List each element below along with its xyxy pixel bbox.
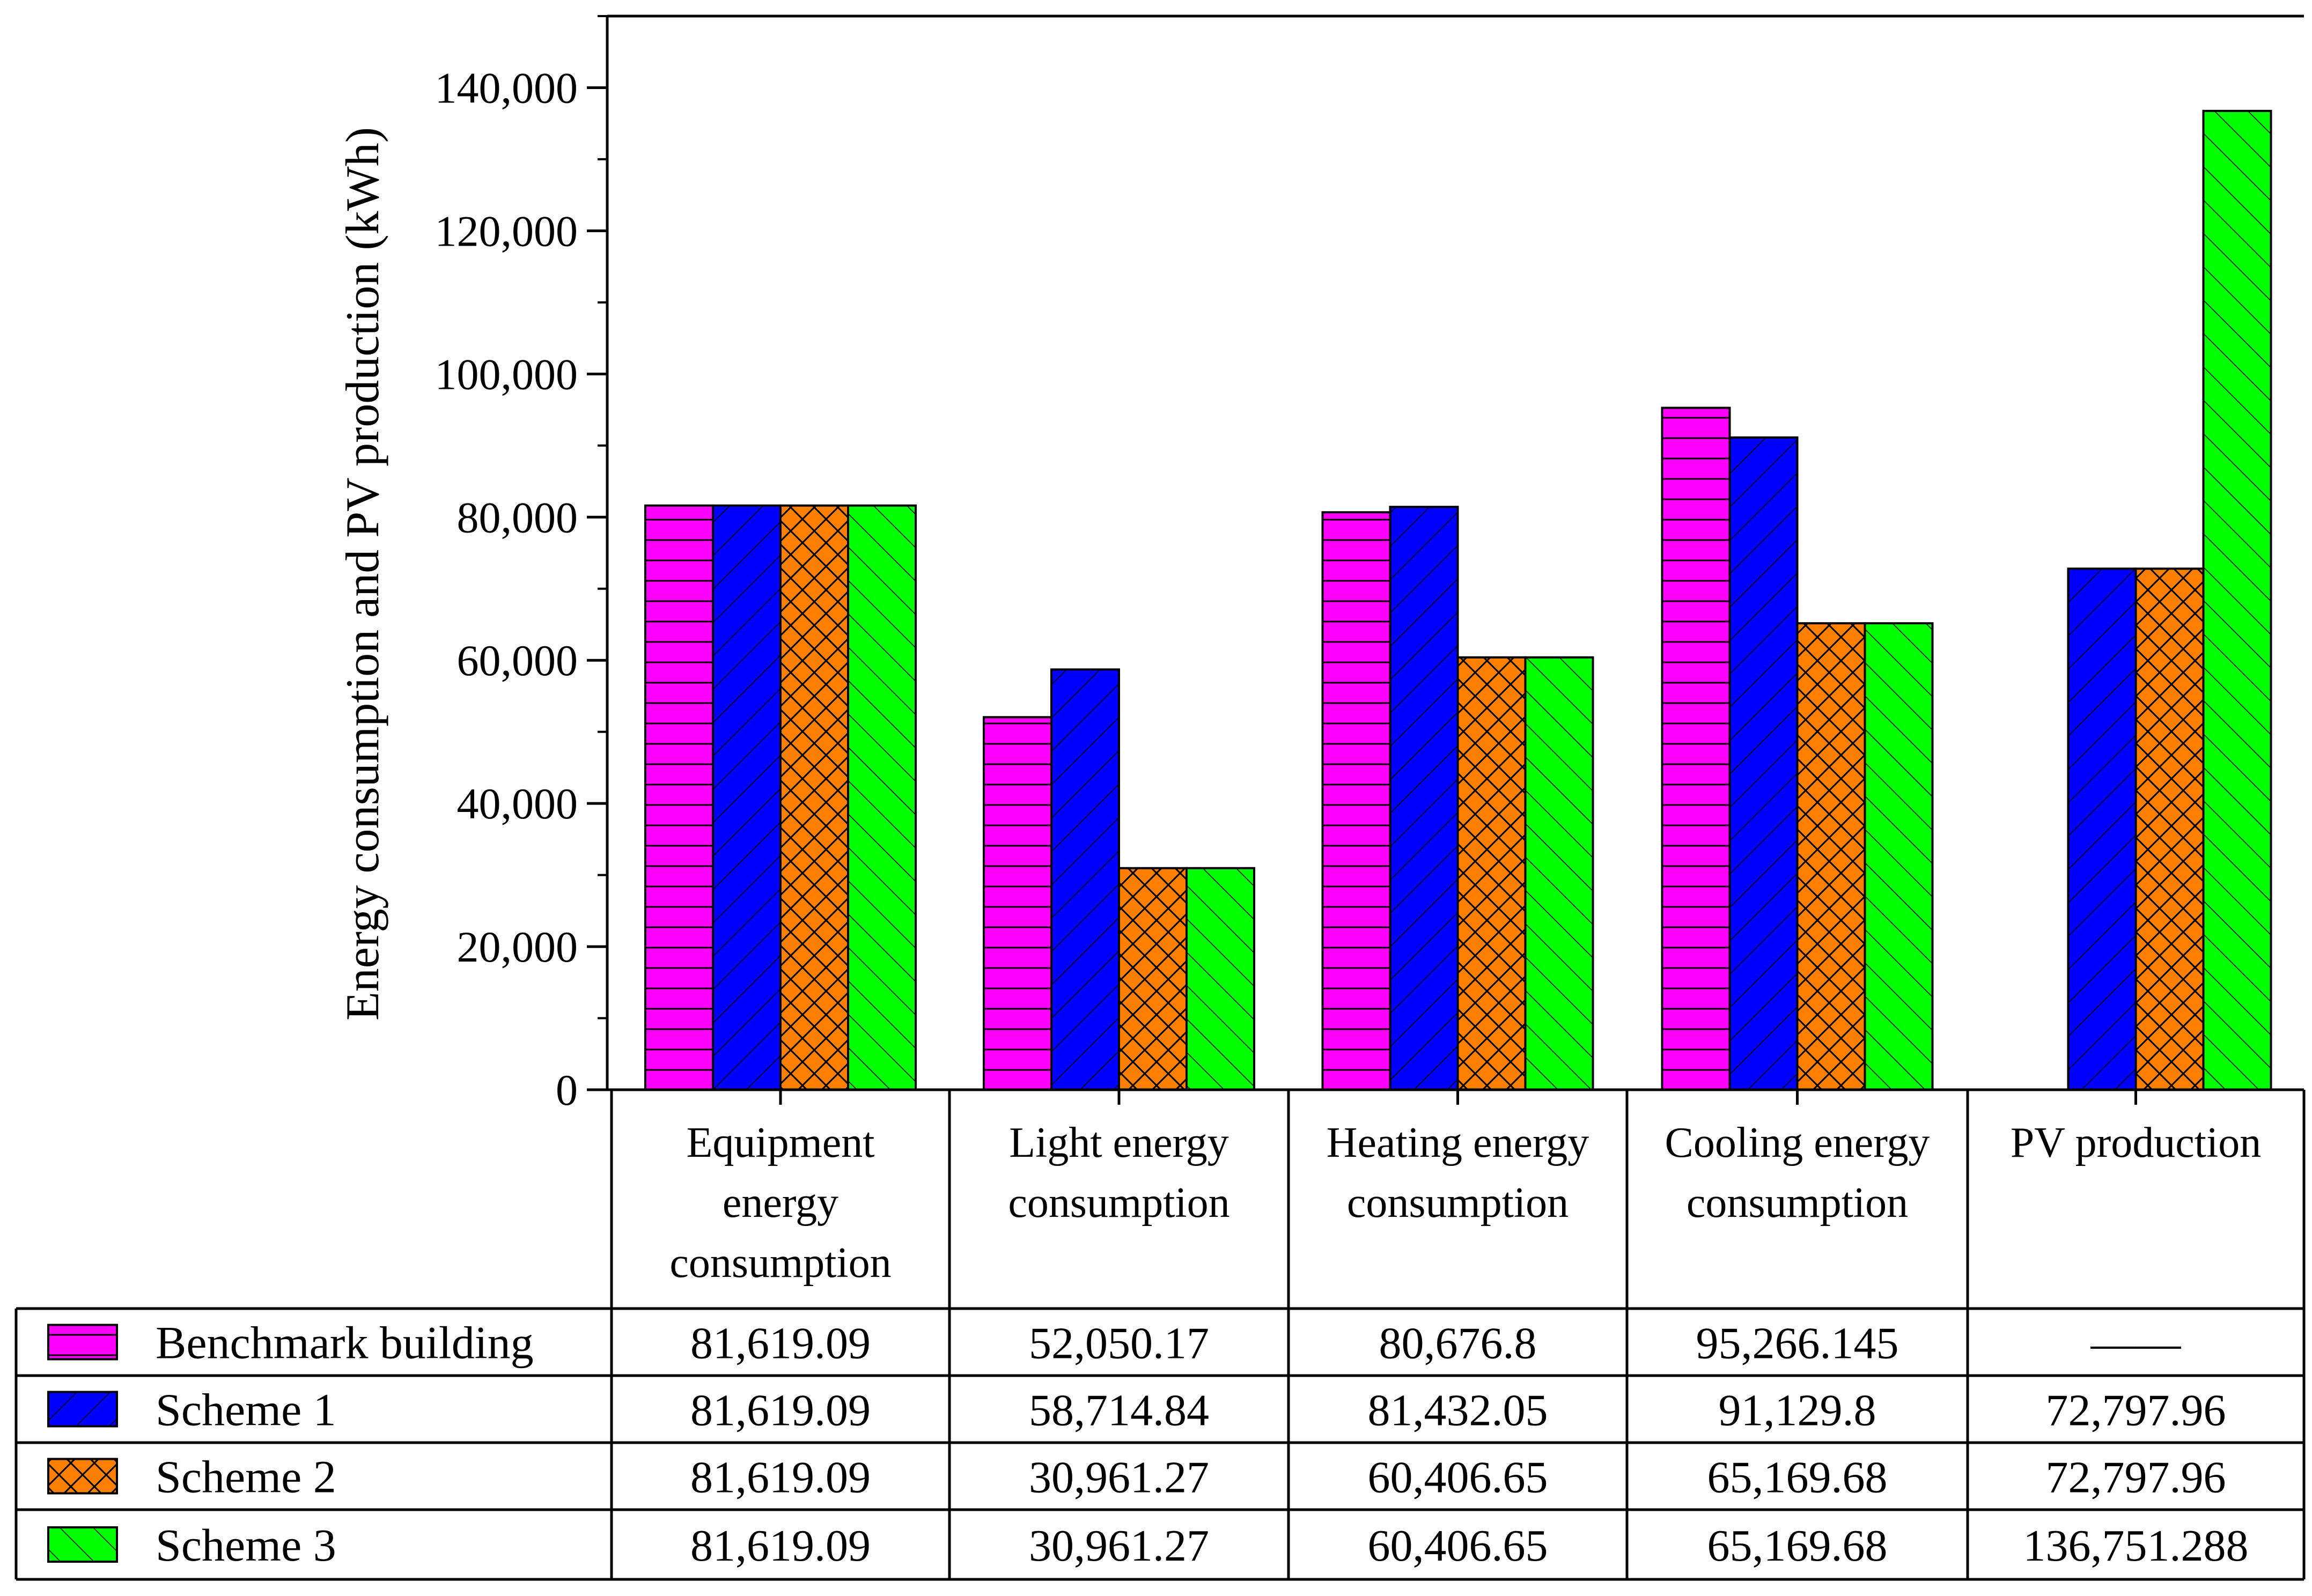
table-cell-value: 81,619.09 [690,1521,871,1571]
table-cell-value: 136,751.288 [2023,1521,2249,1571]
table-cell-value: 81,619.09 [690,1386,871,1436]
bar [2202,109,2272,1091]
table-cell-value: 81,619.09 [690,1319,871,1369]
legend-swatch [47,1391,118,1428]
legend-label: Scheme 1 [156,1384,336,1436]
bar [1186,867,1255,1091]
table-cell-value: 81,432.05 [1368,1386,1548,1436]
y-tick-label: 20,000 [457,922,578,971]
x-tick-label: Heating energy [1327,1119,1589,1166]
y-axis: 0 20,000 40,000 60,000 80,000 100,000 120,000 1… [435,14,2304,1114]
y-tick-label: 100,000 [435,350,578,398]
legend-label: Scheme 2 [156,1451,336,1503]
bar [2067,567,2137,1091]
table-cell-value: —— [2090,1319,2182,1369]
y-tick-label: 40,000 [457,779,578,828]
table-cell-value: 65,169.68 [1707,1521,1888,1571]
table-cell-value: 30,961.27 [1029,1521,1209,1571]
legend-label: Benchmark building [156,1317,534,1369]
y-tick-label: 140,000 [435,63,578,112]
bar [1050,668,1120,1091]
bar [1661,407,1731,1091]
y-tick-label: 80,000 [457,493,578,542]
table-cell-value: 72,797.96 [2046,1386,2226,1436]
table-cell-value: 80,676.8 [1379,1319,1537,1369]
bar [1864,622,1934,1091]
x-tick-label: consumption [669,1239,891,1287]
y-axis-label: Energy consumption and PV production (kW… [337,127,389,1021]
x-tick-label: PV production [2011,1119,2261,1166]
legend-swatch [47,1324,118,1361]
legend-swatch [47,1526,118,1563]
data-table: Equipment energy consumption Light energy co… [14,1088,2306,1581]
table-cell-value: 60,406.65 [1368,1453,1548,1503]
x-tick-label: consumption [1687,1179,1908,1226]
bar [1389,506,1459,1091]
x-tick-label: Cooling energy [1665,1119,1930,1166]
x-tick-label: Equipment [686,1119,874,1166]
bar [644,504,714,1091]
table-cell-value: 81,619.09 [690,1453,871,1503]
table-cell-value: 91,129.8 [1719,1386,1876,1436]
bars [644,109,2272,1091]
bar [1728,436,1799,1091]
table-cell-value: 72,797.96 [2046,1453,2226,1503]
table-cell-value: 95,266.145 [1696,1319,1899,1369]
y-tick-label: 120,000 [435,206,578,255]
bar [712,504,782,1091]
bar [1456,656,1527,1091]
bar [1796,622,1866,1091]
bar [779,504,849,1091]
y-tick-label: 0 [556,1066,578,1114]
bar [1321,511,1391,1091]
table-cell-value: 60,406.65 [1368,1521,1548,1571]
x-tick-label: energy [723,1179,838,1226]
table-cell-value: 52,050.17 [1029,1319,1209,1369]
table-cell-value: 58,714.84 [1029,1386,1209,1436]
legend-label: Scheme 3 [156,1519,336,1571]
x-tick-label: Light energy [1009,1119,1229,1166]
x-tick-label: consumption [1008,1179,1229,1226]
table-cell-value: 65,169.68 [1707,1453,1888,1503]
y-tick-label: 60,000 [457,636,578,685]
bar [983,716,1052,1091]
table-cell-value: 30,961.27 [1029,1453,1209,1503]
x-tick-label: consumption [1347,1179,1569,1226]
legend-swatch [47,1458,118,1495]
bar [1118,867,1188,1091]
bar [2134,567,2205,1091]
bar [1524,656,1594,1091]
bar [847,504,917,1091]
